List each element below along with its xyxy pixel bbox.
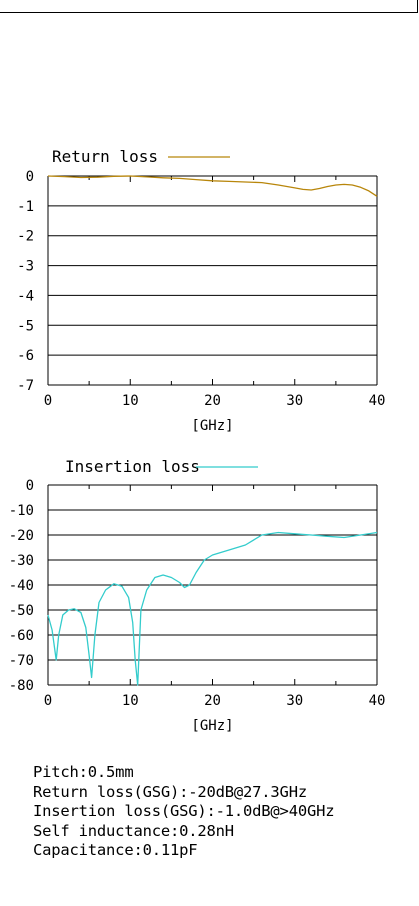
legend-label: Return loss	[52, 147, 158, 166]
y-tick-label: -6	[17, 348, 34, 364]
y-tick-label: -40	[9, 578, 34, 594]
series-line	[47, 531, 378, 686]
spec-return-loss: Return loss(GSG):-20dB@27.3GHz	[33, 782, 307, 801]
y-tick-label: -60	[9, 628, 34, 644]
spec-pitch: Pitch:0.5mm	[33, 763, 134, 781]
y-tick-label: -1	[17, 199, 34, 215]
y-tick-label: -50	[9, 603, 34, 619]
y-tick-label: -70	[9, 653, 34, 669]
spec-self-inductance: Self inductance:0.28nH	[33, 821, 234, 840]
x-tick-label: 40	[369, 393, 386, 409]
top-border	[0, 0, 418, 13]
insertion-loss-chart: Insertion loss 0 -10 -20 -30 -40 -50 -60 -70 -80 0…	[9, 457, 386, 734]
y-tick-label: -5	[17, 318, 34, 334]
y-tick-label: -80	[9, 678, 34, 694]
legend-label: Insertion loss	[65, 457, 200, 476]
y-tick-label: -7	[17, 378, 34, 394]
y-tick-label: -4	[17, 288, 34, 304]
x-tick-label: 0	[44, 693, 52, 709]
y-tick-label: -30	[9, 553, 34, 569]
x-axis-label: [GHz]	[191, 718, 233, 734]
x-tick-label: 40	[369, 693, 386, 709]
x-axis-label: [GHz]	[191, 418, 233, 434]
y-tick-label: 0	[26, 478, 34, 494]
x-tick-label: 20	[204, 693, 221, 709]
x-tick-label: 30	[286, 393, 303, 409]
spec-capacitance: Capacitance:0.11pF	[33, 841, 198, 859]
y-tick-label: 0	[26, 169, 34, 185]
y-tick-label: -3	[17, 259, 34, 275]
x-tick-label: 0	[44, 393, 52, 409]
x-tick-label: 30	[286, 693, 303, 709]
y-tick-label: -20	[9, 528, 34, 544]
x-tick-label: 20	[204, 393, 221, 409]
y-tick-label: -2	[17, 229, 34, 245]
spec-insertion-loss: Insertion loss(GSG):-1.0dB@>40GHz	[33, 802, 335, 820]
specifications: Pitch:0.5mm Return loss(GSG):-20dB@27.3G…	[33, 763, 335, 861]
y-tick-label: -10	[9, 503, 34, 519]
series-line	[47, 175, 378, 197]
x-tick-label: 10	[122, 693, 139, 709]
x-tick-label: 10	[122, 393, 139, 409]
return-loss-chart: Return loss 0 -1 -2 -3 -4 -5 -6 -7 0 10 20 30 40 [GHz]	[17, 147, 386, 434]
